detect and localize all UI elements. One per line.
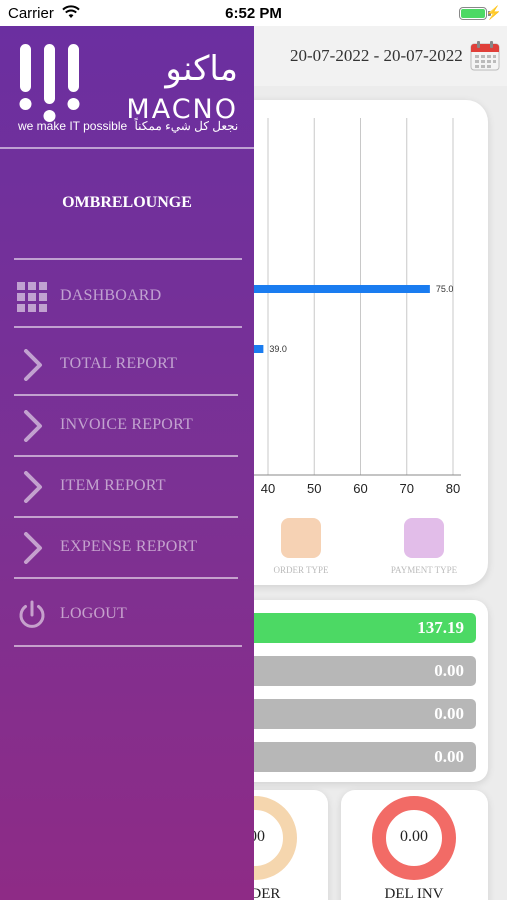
status-bar: Carrier 6:52 PM ⚡ [0, 0, 507, 26]
menu-divider [14, 516, 238, 518]
menu-item-logout[interactable]: LOGOUT [14, 589, 240, 641]
svg-text:ماكنو: ماكنو [163, 49, 238, 89]
battery-cap [488, 11, 491, 16]
menu-item-label: ITEM REPORT [60, 477, 166, 494]
grid-icon [17, 282, 47, 312]
svg-text:MACNO: MACNO [126, 94, 238, 125]
chart-bar-value-label: 75.0 [436, 284, 454, 294]
menu-item-label: EXPENSE REPORT [60, 538, 198, 555]
chart-x-tick-label: 70 [400, 481, 414, 496]
side-drawer: ماكنو MACNO we make IT possible نجعل كل … [0, 26, 254, 900]
total-row: 0.00 [210, 699, 476, 729]
logo-tagline: we make IT possible نجعل كل شيء ممكناً [18, 119, 238, 133]
payment-type-label: PAYMENT TYPE [390, 565, 458, 575]
menu-divider [14, 645, 242, 647]
menu-item-label: TOTAL REPORT [60, 355, 178, 372]
calendar-icon[interactable] [470, 40, 500, 71]
macno-logo: ماكنو MACNO [19, 44, 238, 125]
menu-item-label: INVOICE REPORT [60, 416, 193, 433]
menu-divider [14, 577, 238, 579]
menu-divider [14, 258, 242, 260]
tagline-en: we make IT possible [18, 119, 128, 133]
payment-type-button[interactable] [404, 518, 444, 558]
order-type-button[interactable] [281, 518, 321, 558]
charging-bolt-icon: ⚡ [485, 5, 502, 20]
del-inv-donut-value: 0.00 [400, 828, 428, 845]
menu-item-dashboard[interactable]: DASHBOARD [14, 271, 240, 323]
venue-name: OMBRELOUNGE [62, 194, 192, 211]
chart-x-tick-label: 40 [261, 481, 275, 496]
menu-item-total-report[interactable]: TOTAL REPORT [14, 339, 240, 391]
total-row: 0.00 [210, 656, 476, 686]
sales-bar-chart: 40 50 60 70 80 75.0 39.0 [200, 118, 461, 496]
menu-item-label: DASHBOARD [60, 287, 162, 304]
tagline-ar: نجعل كل شيء ممكناً [134, 119, 239, 133]
clock-time: 6:52 PM [225, 5, 282, 22]
del-inv-donut-title: DEL INV [384, 886, 444, 900]
menu-item-expense-report[interactable]: EXPENSE REPORT [14, 522, 240, 574]
chevron-right-icon [24, 532, 42, 564]
wifi-icon [62, 5, 80, 18]
menu-item-invoice-report[interactable]: INVOICE REPORT [14, 400, 240, 452]
menu-item-label: LOGOUT [60, 605, 127, 622]
order-type-label: ORDER TYPE [273, 565, 329, 575]
battery-icon [459, 7, 487, 20]
date-range-label[interactable]: 20-07-2022 - 20-07-2022 [290, 46, 463, 65]
chart-bar-value-label: 39.0 [269, 344, 287, 354]
chevron-right-icon [24, 410, 42, 442]
chart-x-tick-label: 60 [353, 481, 367, 496]
chevron-right-icon [24, 471, 42, 503]
total-row-net: 137.19 [210, 613, 476, 643]
menu-divider [14, 455, 238, 457]
power-icon [19, 600, 45, 628]
chart-bar[interactable] [200, 285, 430, 293]
chevron-right-icon [24, 349, 42, 381]
menu-divider [14, 326, 242, 328]
menu-item-item-report[interactable]: ITEM REPORT [14, 461, 240, 513]
menu-divider [14, 394, 238, 396]
chart-x-tick-label: 50 [307, 481, 321, 496]
carrier-label: Carrier [8, 5, 54, 22]
chart-x-tick-label: 80 [446, 481, 460, 496]
total-row: 0.00 [210, 742, 476, 772]
logo-divider [0, 147, 254, 149]
